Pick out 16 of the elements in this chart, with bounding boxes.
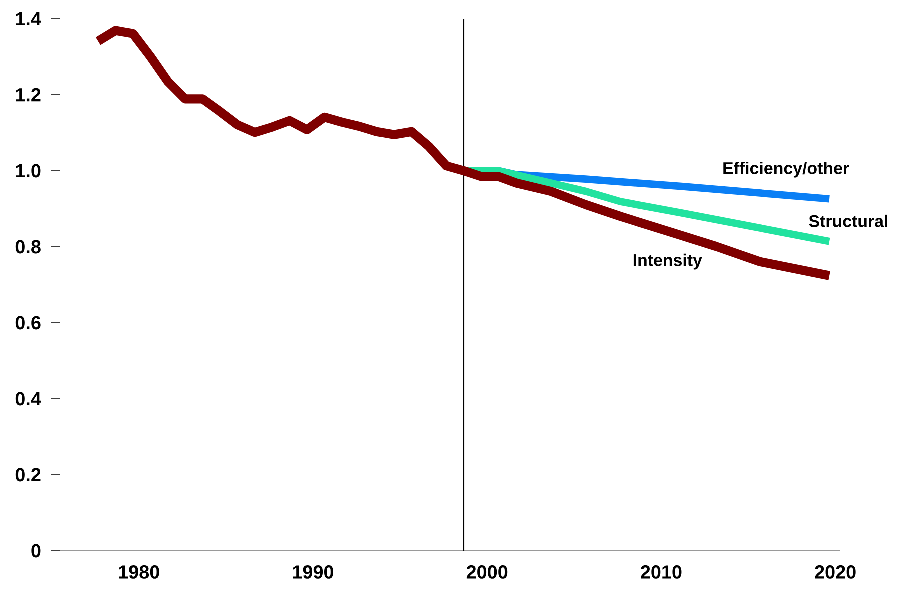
x-tick-label: 1980	[119, 566, 160, 579]
x-tick-label: 2020	[815, 566, 856, 579]
y-tick-label: 1.2	[16, 88, 41, 102]
series-label: Intensity	[634, 254, 702, 270]
y-tick-label: 1.0	[16, 164, 41, 178]
y-tick-label: 0.6	[16, 316, 41, 330]
y-tick-label: 0	[32, 544, 41, 558]
y-tick-label: 0.4	[16, 392, 42, 406]
series-label: Efficiency/other	[724, 162, 850, 178]
x-tick-label: 1990	[293, 566, 334, 579]
series-label: Structural	[809, 214, 888, 228]
y-tick-label: 1.4	[16, 12, 42, 26]
y-tick-label: 0.2	[16, 468, 41, 482]
x-tick-label: 2000	[466, 566, 508, 579]
y-tick-label: 0.8	[16, 240, 41, 254]
x-tick-label: 2010	[641, 566, 682, 579]
